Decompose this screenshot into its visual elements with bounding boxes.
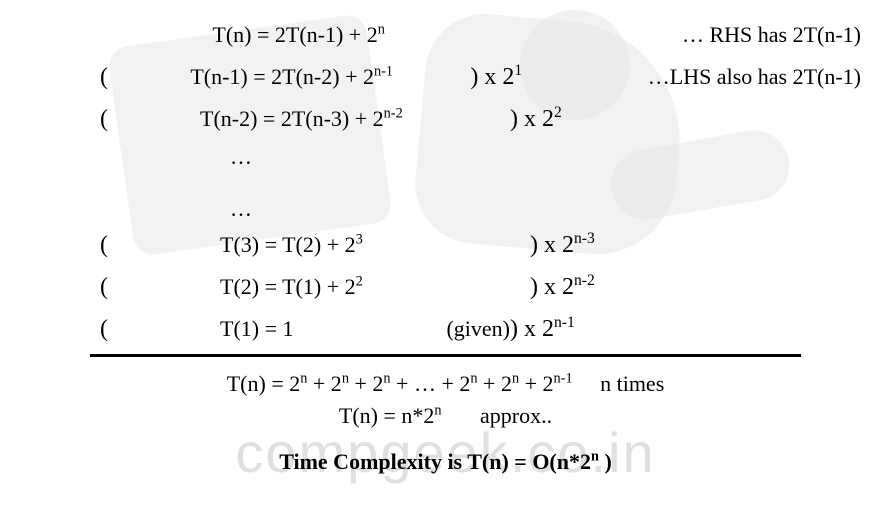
time-complexity: Time Complexity is T(n) = O(n*2n ) (30, 449, 861, 475)
equation: T(n) = 2T(n-1) + 2n (212, 22, 501, 48)
result-note: approx.. (480, 403, 552, 428)
left-paren: ( (30, 316, 200, 343)
equation: T(n-2) = 2T(n-3) + 2n-2 (200, 106, 510, 132)
ellipsis-row: … (30, 196, 861, 222)
multiplier: ) x 2n-2 (530, 274, 660, 301)
result-note: n times (600, 371, 664, 396)
side-note: … RHS has 2T(n-1) (682, 22, 861, 48)
result-eqn: T(n) = 2n + 2n + 2n + … + 2n + 2n + 2n-1 (227, 371, 573, 396)
divider-line (90, 354, 801, 357)
recurrence-row: (T(n-2) = 2T(n-3) + 2n-2) x 22 (30, 102, 861, 136)
left-paren: ( (30, 106, 200, 133)
result-eqn: T(n) = n*2n (339, 403, 442, 428)
equation: T(n-1) = 2T(n-2) + 2n-1 (190, 64, 470, 90)
side-note: …LHS also has 2T(n-1) (648, 64, 861, 90)
result-line-1: T(n) = 2n + 2n + 2n + … + 2n + 2n + 2n-1… (30, 371, 861, 397)
multiplier: ) x 2n-3 (530, 232, 660, 259)
equation: T(1) = 1 (200, 316, 410, 342)
left-paren: ( (30, 64, 190, 91)
recurrence-row: (T(3) = T(2) + 23) x 2n-3 (30, 228, 861, 262)
left-paren: ( (30, 274, 200, 301)
multiplier: ) x 2n-1 (510, 316, 640, 343)
given-note: (given) (410, 316, 510, 342)
result-line-2: T(n) = n*2n approx.. (30, 403, 861, 429)
content-area: T(n) = 2T(n-1) + 2n… RHS has 2T(n-1)(T(n… (0, 0, 891, 475)
multiplier: ) x 22 (510, 106, 640, 133)
recurrence-row: (T(2) = T(1) + 22) x 2n-2 (30, 270, 861, 304)
left-paren: ( (30, 232, 200, 259)
recurrence-row: T(n) = 2T(n-1) + 2n … RHS has 2T(n-1) (30, 18, 861, 52)
recurrence-row: (T(1) = 1(given)) x 2n-1 (30, 312, 861, 346)
equation: T(3) = T(2) + 23 (200, 232, 530, 258)
recurrence-row: (T(n-1) = 2T(n-2) + 2n-1) x 21 …LHS also … (30, 60, 861, 94)
ellipsis-row: … (30, 144, 861, 170)
multiplier: ) x 21 (470, 64, 587, 91)
equation: T(2) = T(1) + 22 (200, 274, 530, 300)
